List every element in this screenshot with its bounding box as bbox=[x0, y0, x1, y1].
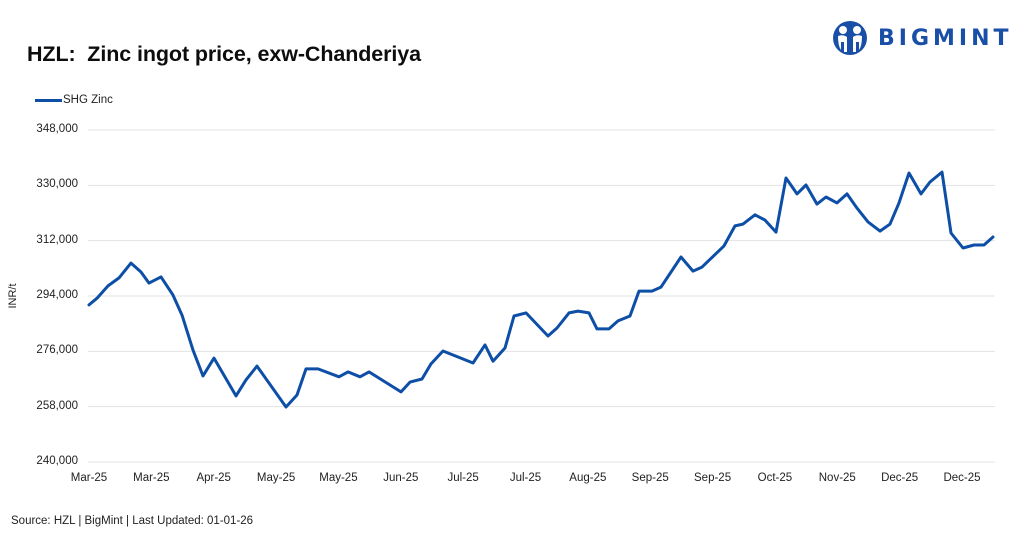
y-tick-label: 258,000 bbox=[36, 399, 78, 412]
x-tick-label: Jul-25 bbox=[447, 472, 479, 484]
y-tick-label: 294,000 bbox=[36, 289, 78, 301]
y-tick-label: 240,000 bbox=[36, 455, 78, 467]
shg-zinc-line bbox=[87, 170, 995, 409]
y-tick-label: 348,000 bbox=[36, 123, 78, 135]
x-tick-label: Sep-25 bbox=[631, 472, 669, 484]
x-tick-label: Jul-25 bbox=[509, 472, 542, 484]
bigmint-people-icon bbox=[833, 21, 867, 55]
x-tick-label: Nov-25 bbox=[818, 472, 856, 484]
y-tick-label: 330,000 bbox=[36, 178, 78, 191]
logo-text: BIGMINT bbox=[878, 25, 1013, 51]
x-tick-label: May-25 bbox=[319, 472, 358, 484]
chart-title: HZL: Zinc ingot price, exw-Chanderiya bbox=[27, 42, 422, 66]
y-tick-label: 312,000 bbox=[36, 233, 78, 246]
x-tick-label: Mar-25 bbox=[133, 472, 170, 484]
legend-line-swatch bbox=[35, 98, 62, 102]
x-tick-label: May-25 bbox=[256, 472, 296, 484]
x-tick-label: Jun-25 bbox=[383, 472, 419, 484]
bigmint-logo: BIGMINT bbox=[832, 20, 1013, 56]
legend: SHG Zinc bbox=[35, 94, 113, 106]
x-tick-label: Oct-25 bbox=[757, 472, 793, 484]
legend-label: SHG Zinc bbox=[63, 94, 113, 106]
y-tick-label: 276,000 bbox=[36, 344, 78, 357]
x-tick-label: Aug-25 bbox=[569, 472, 607, 484]
source-note: Source: HZL | BigMint | Last Updated: 01… bbox=[11, 515, 254, 527]
x-tick-label: Dec-25 bbox=[943, 472, 981, 484]
x-tick-label: Apr-25 bbox=[196, 472, 231, 484]
x-tick-label: Mar-25 bbox=[70, 472, 108, 484]
x-tick-label: Sep-25 bbox=[694, 472, 732, 484]
x-tick-label: Dec-25 bbox=[881, 472, 919, 484]
gridlines bbox=[88, 129, 995, 463]
